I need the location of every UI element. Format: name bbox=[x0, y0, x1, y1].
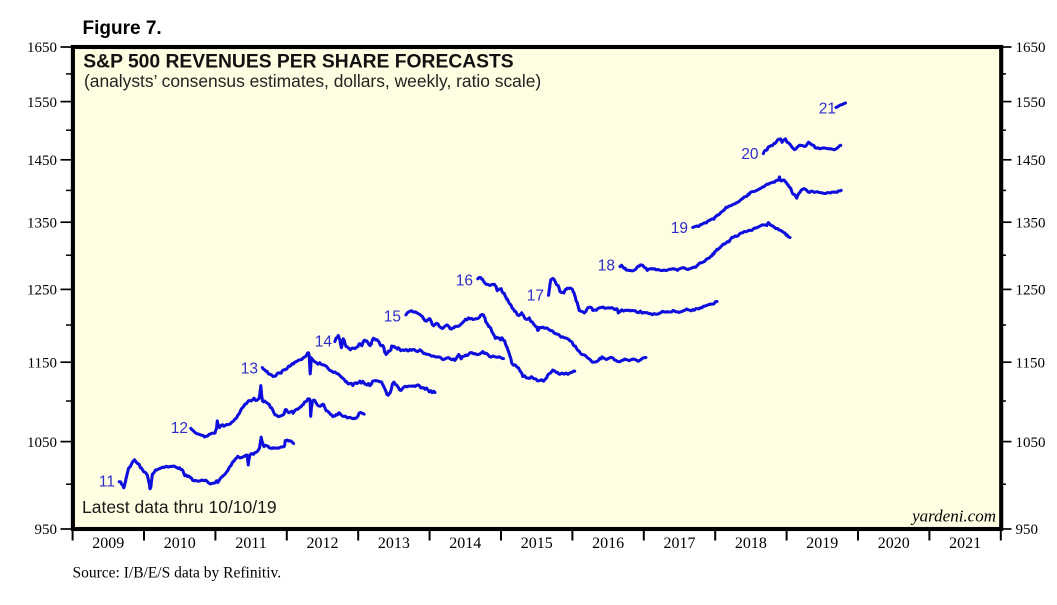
svg-text:2010: 2010 bbox=[164, 535, 196, 552]
svg-text:1250: 1250 bbox=[27, 283, 57, 299]
svg-text:16: 16 bbox=[456, 273, 473, 290]
svg-text:17: 17 bbox=[527, 288, 544, 305]
svg-text:14: 14 bbox=[315, 334, 333, 351]
svg-text:20: 20 bbox=[741, 146, 759, 163]
svg-text:Figure 7.: Figure 7. bbox=[83, 18, 162, 39]
svg-text:Latest data thru 10/10/19: Latest data thru 10/10/19 bbox=[82, 497, 277, 517]
svg-text:1250: 1250 bbox=[1016, 283, 1046, 299]
svg-text:18: 18 bbox=[598, 258, 615, 275]
svg-text:2011: 2011 bbox=[235, 535, 266, 552]
svg-text:2021: 2021 bbox=[949, 535, 981, 552]
svg-text:13: 13 bbox=[241, 361, 258, 378]
svg-text:1150: 1150 bbox=[1016, 355, 1045, 371]
svg-text:1450: 1450 bbox=[1016, 153, 1046, 169]
svg-text:2013: 2013 bbox=[378, 535, 410, 552]
svg-text:2015: 2015 bbox=[521, 535, 553, 552]
svg-text:1050: 1050 bbox=[27, 435, 57, 451]
svg-text:2019: 2019 bbox=[806, 535, 838, 552]
svg-text:1350: 1350 bbox=[27, 215, 57, 231]
svg-text:1150: 1150 bbox=[28, 355, 57, 371]
svg-text:Source: I/B/E/S data by Refini: Source: I/B/E/S data by Refinitiv. bbox=[73, 565, 282, 582]
svg-text:1350: 1350 bbox=[1016, 215, 1046, 231]
svg-text:1450: 1450 bbox=[27, 153, 57, 169]
svg-text:1550: 1550 bbox=[27, 95, 57, 111]
svg-text:2012: 2012 bbox=[307, 535, 339, 552]
svg-text:2017: 2017 bbox=[664, 535, 696, 552]
svg-text:2018: 2018 bbox=[735, 535, 767, 552]
svg-text:1650: 1650 bbox=[27, 40, 57, 56]
svg-text:2009: 2009 bbox=[92, 535, 124, 552]
svg-text:1550: 1550 bbox=[1016, 95, 1046, 111]
svg-text:11: 11 bbox=[99, 474, 115, 491]
svg-text:21: 21 bbox=[819, 101, 836, 118]
svg-text:950: 950 bbox=[35, 522, 58, 538]
svg-text:2016: 2016 bbox=[592, 535, 624, 552]
svg-text:19: 19 bbox=[671, 220, 688, 237]
svg-text:2020: 2020 bbox=[878, 535, 910, 552]
svg-text:950: 950 bbox=[1016, 522, 1039, 538]
svg-text:2014: 2014 bbox=[449, 535, 481, 552]
svg-text:S&P 500 REVENUES PER SHARE FOR: S&P 500 REVENUES PER SHARE FORECASTS bbox=[83, 51, 514, 72]
svg-text:yardeni.com: yardeni.com bbox=[910, 507, 996, 526]
svg-text:1050: 1050 bbox=[1016, 435, 1046, 451]
svg-text:15: 15 bbox=[384, 309, 401, 326]
svg-text:1650: 1650 bbox=[1016, 40, 1046, 56]
svg-text:12: 12 bbox=[171, 420, 188, 437]
svg-text:(analysts’ consensus estimates: (analysts’ consensus estimates, dollars,… bbox=[84, 71, 541, 91]
